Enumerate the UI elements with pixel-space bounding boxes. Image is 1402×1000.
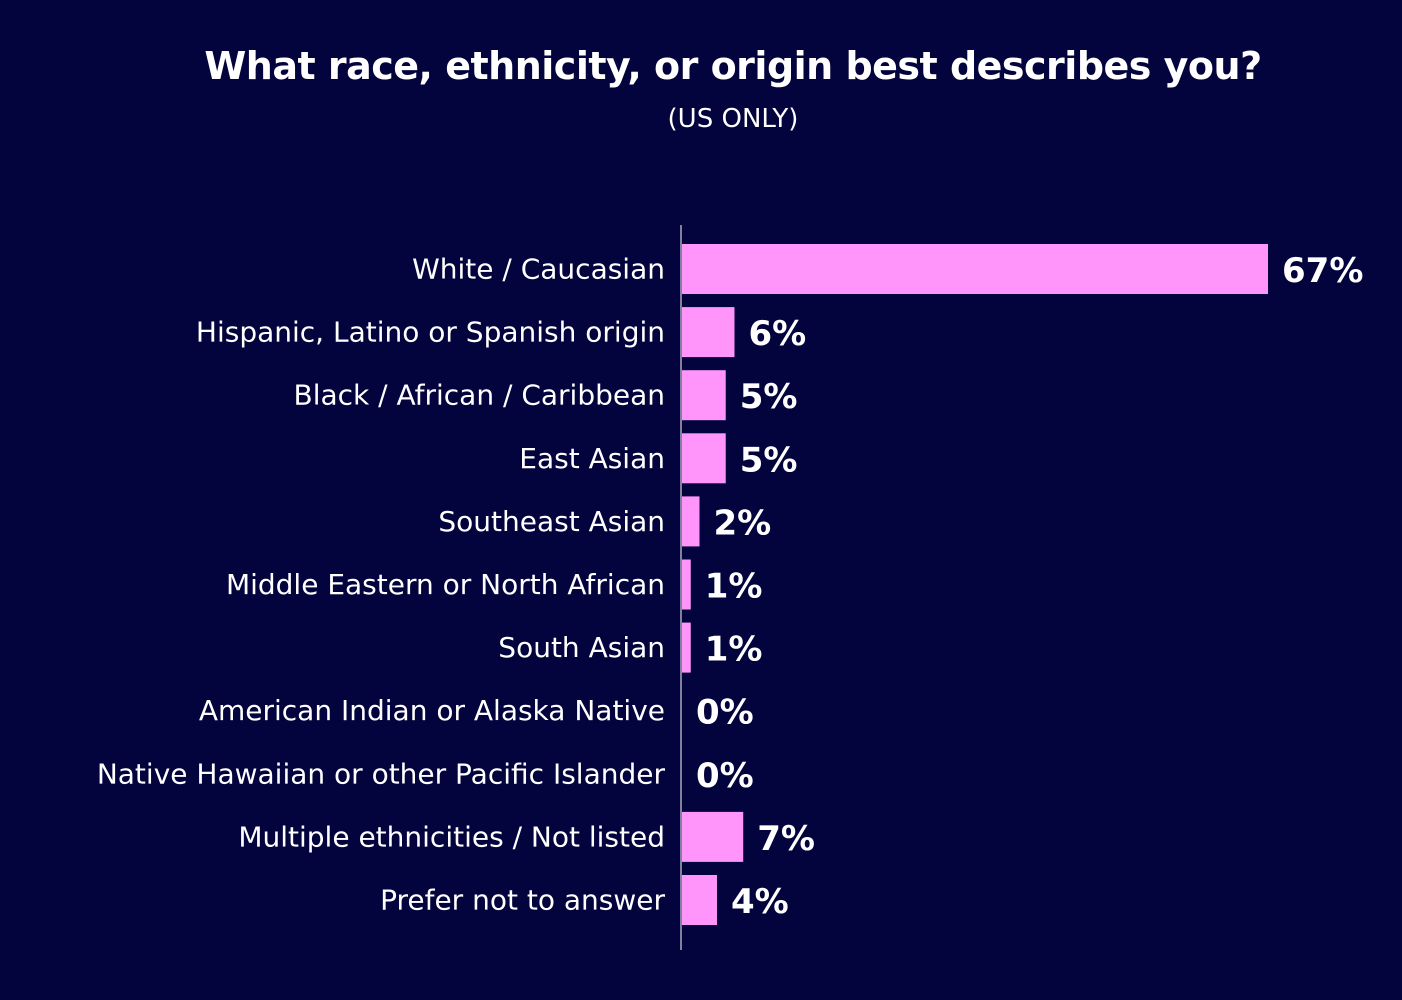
- category-label: Southeast Asian: [438, 505, 665, 538]
- bar: [682, 811, 744, 862]
- value-label: 2%: [713, 503, 771, 543]
- bar: [682, 559, 691, 610]
- value-label: 1%: [705, 567, 763, 607]
- value-label: 5%: [740, 440, 798, 480]
- bar: [682, 433, 726, 484]
- category-label: Native Hawaiian or other Pacific Islande…: [97, 757, 666, 790]
- category-label: Middle Eastern or North African: [226, 568, 665, 601]
- value-label: 4%: [731, 882, 789, 922]
- value-label: 6%: [748, 314, 806, 354]
- value-label: 7%: [757, 819, 815, 859]
- category-label: South Asian: [498, 631, 665, 664]
- category-label: Black / African / Caribbean: [293, 379, 665, 412]
- category-label: Prefer not to answer: [380, 884, 665, 917]
- bar: [682, 496, 700, 547]
- bar: [682, 875, 717, 925]
- bar: [682, 370, 726, 421]
- category-label: White / Caucasian: [412, 253, 665, 286]
- value-label: 67%: [1282, 251, 1363, 291]
- category-label: American Indian or Alaska Native: [199, 694, 665, 727]
- category-label: Multiple ethnicities / Not listed: [238, 820, 665, 853]
- value-label: 0%: [696, 693, 754, 733]
- chart-title: What race, ethnicity, or origin best des…: [204, 44, 1262, 88]
- category-label: Hispanic, Latino or Spanish origin: [196, 316, 665, 349]
- bar: [682, 307, 735, 358]
- chart-subtitle: (US ONLY): [667, 104, 799, 134]
- bar: [682, 244, 1268, 294]
- value-label: 0%: [696, 756, 754, 796]
- bar: [682, 622, 691, 673]
- value-label: 5%: [740, 377, 798, 417]
- value-label: 1%: [705, 630, 763, 670]
- category-label: East Asian: [519, 442, 665, 475]
